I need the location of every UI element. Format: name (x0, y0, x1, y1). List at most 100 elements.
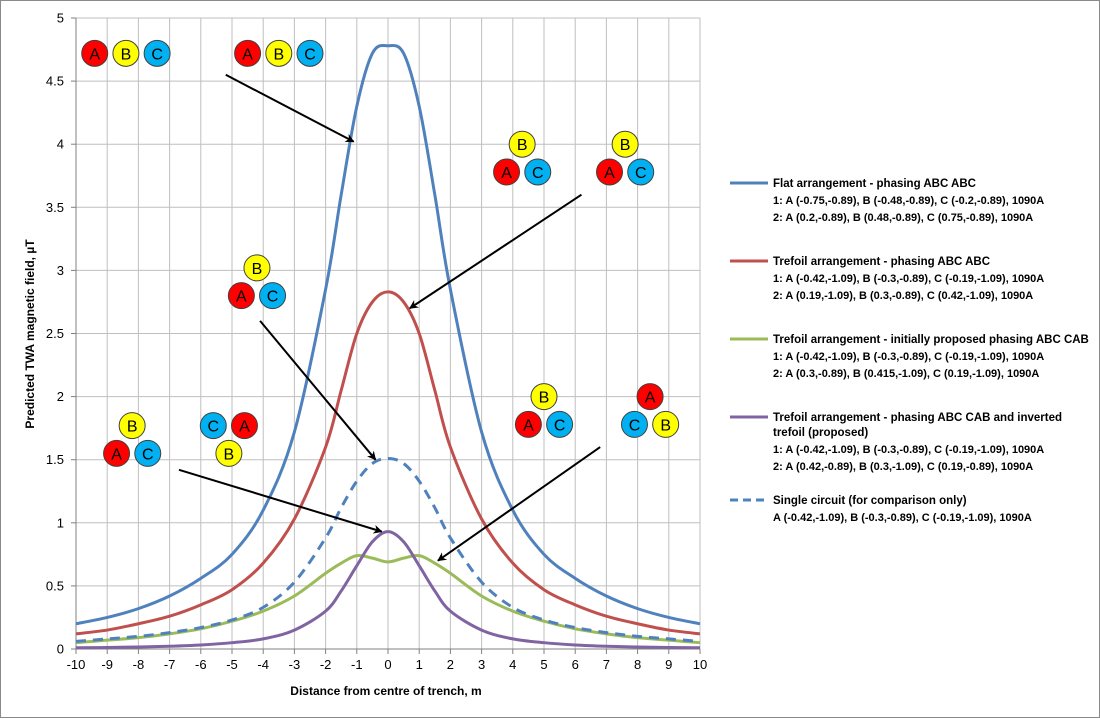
y-tick-label: 0.5 (46, 578, 64, 593)
legend-detail: 2: A (0.2,-0.89), B (0.48,-0.89), C (0.7… (773, 212, 1033, 224)
x-tick-label: 1 (416, 657, 423, 672)
legend-entry-3: Trefoil arrangement - initially proposed… (730, 334, 1089, 380)
legend-label: Single circuit (for comparison only) (773, 495, 967, 507)
phase-letter: C (267, 289, 279, 306)
x-tick-label: -4 (257, 657, 269, 672)
annotation-trefoil-ABC-ABC: BA CBA C (409, 130, 655, 310)
y-tick-label: 1.5 (46, 452, 64, 467)
phase-letter: A (523, 417, 534, 434)
y-tick-label: 1 (57, 515, 64, 530)
x-tick-label: 7 (603, 657, 610, 672)
x-tick-label: 2 (447, 657, 454, 672)
phase-letter: C (554, 417, 566, 434)
phase-circle-c: C (524, 158, 552, 186)
phase-letter: C (532, 165, 544, 182)
phase-letter: A (236, 289, 247, 306)
legend-detail: A (-0.42,-1.09), B (-0.3,-0.89), C (-0.1… (773, 512, 1032, 524)
phase-letter: B (121, 46, 132, 63)
x-tick-label: -1 (351, 657, 363, 672)
phase-circle-a: A (596, 158, 624, 186)
phase-letter: C (142, 446, 154, 463)
phase-letter: B (620, 137, 631, 154)
phase-circle-c: C (134, 439, 162, 467)
x-tick-label: 9 (665, 657, 672, 672)
legend-label: Trefoil arrangement - phasing ABC ABC (773, 256, 990, 268)
legend-detail: 2: A (0.19,-1.09), B (0.3,-0.89), C (0.4… (773, 290, 1033, 302)
phase-letter: A (501, 165, 512, 182)
annotation-trefoil-ABC-CAB-initial: BA CAC B (437, 383, 680, 562)
annotation-arrow (225, 73, 355, 143)
y-tick-label: 0 (57, 642, 64, 657)
annotation-arrow (409, 193, 582, 310)
grid (75, 17, 701, 650)
phase-circle-b: B (215, 439, 243, 467)
phase-letter: C (304, 46, 316, 63)
phase-circle-a: A (636, 383, 664, 411)
annotation-arrow (437, 446, 601, 562)
x-tick-label: -8 (133, 657, 145, 672)
x-tick-label: -6 (195, 657, 207, 672)
phase-letter: B (127, 419, 138, 436)
phase-circle-c: C (296, 39, 324, 67)
phase-circle-b: B (508, 130, 536, 158)
phase-letter: A (242, 46, 253, 63)
phase-letter: A (604, 165, 615, 182)
phase-circle-b: B (652, 410, 680, 438)
y-tick-label: 3.5 (46, 200, 64, 215)
phase-letter: B (660, 417, 671, 434)
x-tick-label: 3 (478, 657, 485, 672)
series-line-1 (75, 43, 701, 626)
y-tick-label: 2.5 (46, 326, 64, 341)
x-tick-label: -5 (226, 657, 238, 672)
x-tick-label: -2 (320, 657, 332, 672)
x-tick-label: 6 (572, 657, 579, 672)
x-tick-label: 4 (509, 657, 516, 672)
phase-circle-b: B (530, 383, 558, 411)
annotation-single-circuit: BA C (227, 254, 377, 461)
phase-letter: B (252, 261, 263, 278)
phase-circle-a: A (227, 282, 255, 310)
phase-circle-a: A (493, 158, 521, 186)
phase-circle-b: B (611, 130, 639, 158)
annotation-trefoil-ABC-CAB-inverted: BA CC AB (103, 412, 383, 534)
legend-detail: 1: A (-0.42,-1.09), B (-0.3,-0.89), C (-… (773, 351, 1044, 363)
legend-entry-2: Trefoil arrangement - phasing ABC ABC 1: … (730, 256, 1044, 302)
phase-letter: A (89, 46, 100, 63)
x-tick-label: -10 (67, 657, 86, 672)
phase-circle-c: C (620, 410, 648, 438)
y-tick-label: 3 (57, 263, 64, 278)
phase-letter: B (539, 390, 550, 407)
phase-letter: B (517, 137, 528, 154)
legend-detail: 1: A (-0.42,-1.09), B (-0.3,-0.89), C (-… (773, 444, 1044, 456)
legend-label: Flat arrangement - phasing ABC ABC (773, 178, 976, 190)
legend-entry-5: Single circuit (for comparison only) A (-… (730, 495, 1032, 524)
phase-circle-a: A (514, 410, 542, 438)
phase-circle-b: B (118, 412, 146, 440)
legend-label: trefoil (proposed) (773, 427, 868, 439)
phase-letter: B (224, 446, 235, 463)
phase-circle-c: C (199, 412, 227, 440)
y-tick-label: 4.5 (46, 74, 64, 89)
phase-circle-c: C (259, 282, 287, 310)
phase-circle-c: C (546, 410, 574, 438)
x-axis-title: Distance from centre of trench, m (290, 684, 481, 698)
phase-letter: C (635, 165, 647, 182)
y-tick-label: 5 (57, 11, 64, 26)
legend-detail: 2: A (0.3,-0.89), B (0.415,-1.09), C (0.… (773, 368, 1039, 380)
axes: -10 -9 -8 -7 -6 -5 -4 -3 -2 -1 0 1 2 3 4 5 6 7 8 9 1000.511.… (46, 11, 707, 673)
y-tick-label: 2 (57, 389, 64, 404)
annotation-arrow (178, 468, 383, 534)
phase-letter: C (629, 417, 641, 434)
series-group (75, 43, 701, 650)
legend-label: Trefoil arrangement - phasing ABC CAB an… (773, 412, 1062, 424)
phase-circle-a: A (103, 439, 131, 467)
phase-circle-c: C (143, 39, 171, 67)
x-tick-label: 0 (384, 657, 391, 672)
phase-letter: B (273, 46, 284, 63)
legend-detail: 1: A (-0.75,-0.89), B (-0.48,-0.89), C (… (773, 195, 1044, 207)
phase-letter: A (645, 390, 656, 407)
legend-label: Trefoil arrangement - initially proposed… (773, 334, 1089, 346)
